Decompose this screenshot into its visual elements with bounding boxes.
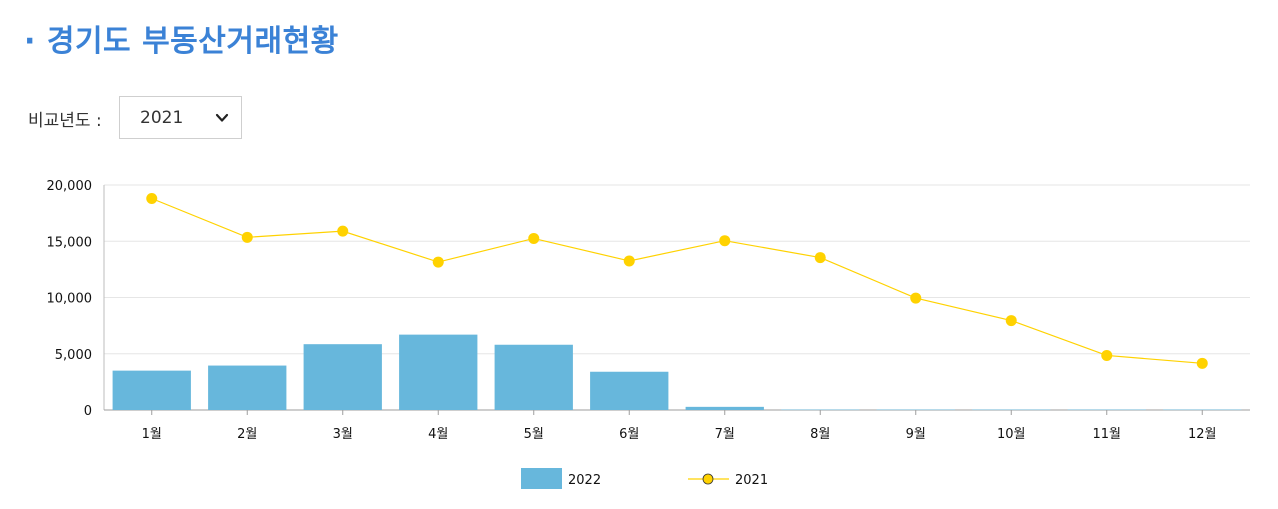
x-tick-label: 7월: [715, 427, 735, 442]
bar-2022: [1067, 409, 1146, 411]
compare-year-label: 비교년도 :: [28, 111, 102, 131]
compare-year-value: 2021: [140, 108, 184, 128]
bar-2022: [876, 409, 955, 411]
point-2021: [623, 255, 635, 267]
y-tick-label: 20,000: [47, 179, 93, 194]
point-2021: [1101, 349, 1113, 361]
x-tick-label: 6월: [619, 427, 639, 442]
point-2021: [814, 252, 826, 264]
y-tick-label: 10,000: [47, 292, 93, 307]
y-tick-label: 0: [84, 404, 92, 419]
point-2021: [432, 256, 444, 268]
legend-marker-2021: [702, 473, 714, 485]
point-2021: [910, 292, 922, 304]
point-2021: [146, 193, 158, 204]
x-tick-label: 11월: [1092, 427, 1121, 442]
bar-2022: [590, 371, 669, 410]
point-2021: [528, 232, 540, 244]
bar-2022: [208, 365, 287, 410]
bar-2022: [972, 409, 1051, 411]
x-tick-label: 10월: [997, 427, 1026, 442]
x-tick-label: 8월: [810, 427, 830, 442]
page-title: · 경기도 부동산거래현황: [24, 24, 339, 59]
point-2021: [241, 231, 253, 243]
y-tick-label: 5,000: [55, 348, 92, 363]
bar-2022: [399, 334, 478, 410]
bar-2022: [781, 409, 860, 411]
x-tick-label: 5월: [524, 427, 544, 442]
x-tick-label: 2월: [237, 427, 257, 442]
y-tick-label: 15,000: [47, 235, 93, 250]
x-tick-label: 1월: [142, 427, 162, 442]
chevron-down-icon: [215, 113, 229, 122]
legend-swatch-2022: [521, 468, 562, 489]
line-2021: [151, 197, 1203, 364]
point-2021: [337, 225, 349, 237]
legend-label-2021: 2021: [735, 473, 768, 488]
x-tick-label: 12월: [1188, 427, 1217, 442]
compare-year-select[interactable]: 2021: [119, 96, 242, 139]
x-tick-label: 9월: [906, 427, 926, 442]
bar-2022: [685, 406, 764, 410]
bar-2022: [303, 344, 382, 410]
x-tick-label: 3월: [333, 427, 353, 442]
x-tick-label: 4월: [428, 427, 448, 442]
point-2021: [1005, 315, 1017, 327]
legend-label-2022: 2022: [568, 473, 601, 488]
point-2021: [719, 235, 731, 247]
bar-2022: [1163, 409, 1242, 411]
bar-2022: [112, 370, 191, 410]
bar-2022: [494, 344, 573, 410]
point-2021: [1196, 357, 1208, 369]
